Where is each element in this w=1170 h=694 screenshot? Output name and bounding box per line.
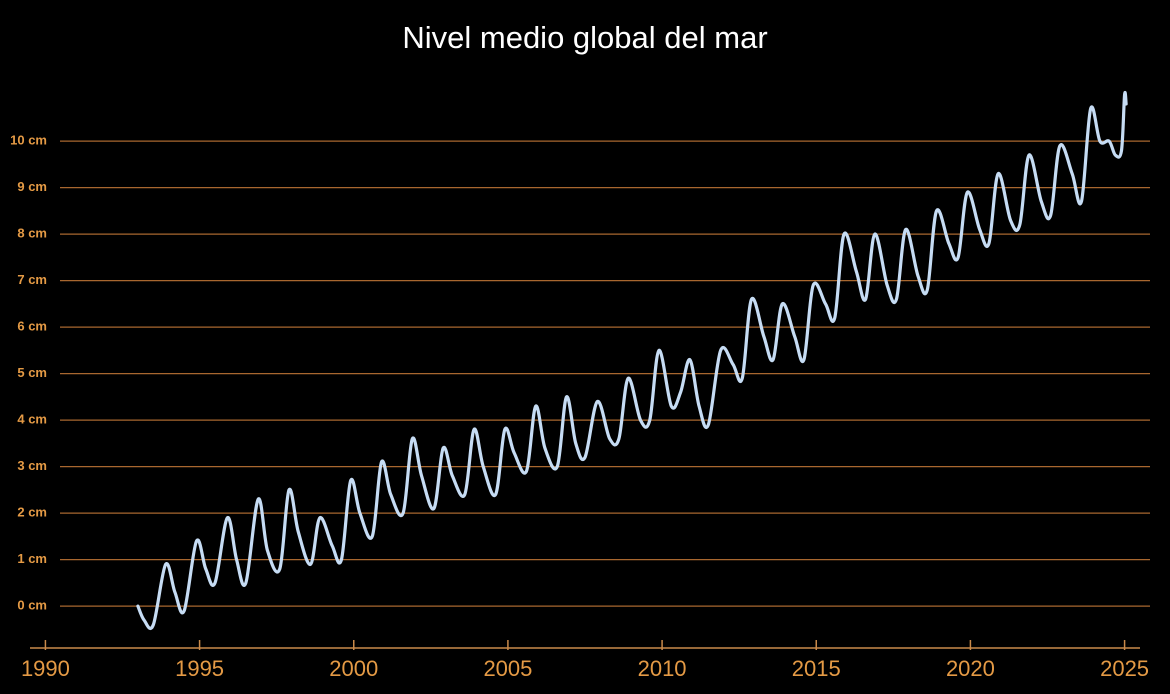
y-tick-label: 5 cm — [17, 365, 47, 380]
y-tick-label: 9 cm — [17, 179, 47, 194]
y-tick-label: 2 cm — [17, 505, 47, 520]
y-tick-label: 4 cm — [17, 412, 47, 427]
x-tick-label: 2020 — [946, 656, 995, 681]
x-tick-label: 2025 — [1100, 656, 1149, 681]
y-tick-label: 1 cm — [17, 551, 47, 566]
x-tick-label: 2000 — [329, 656, 378, 681]
sea-level-line — [136, 91, 1128, 630]
chart-title: Nivel medio global del mar — [402, 20, 767, 55]
y-tick-label: 7 cm — [17, 272, 47, 287]
x-tick-label: 2010 — [638, 656, 687, 681]
y-tick-label: 0 cm — [17, 598, 47, 613]
x-tick-label: 1990 — [21, 656, 70, 681]
y-tick-label: 6 cm — [17, 319, 47, 334]
x-tick-label: 1995 — [175, 656, 224, 681]
y-tick-label: 3 cm — [17, 458, 47, 473]
y-tick-label: 10 cm — [10, 133, 47, 148]
x-tick-label: 2015 — [792, 656, 841, 681]
x-tick-label: 2005 — [483, 656, 532, 681]
y-tick-label: 8 cm — [17, 226, 47, 241]
